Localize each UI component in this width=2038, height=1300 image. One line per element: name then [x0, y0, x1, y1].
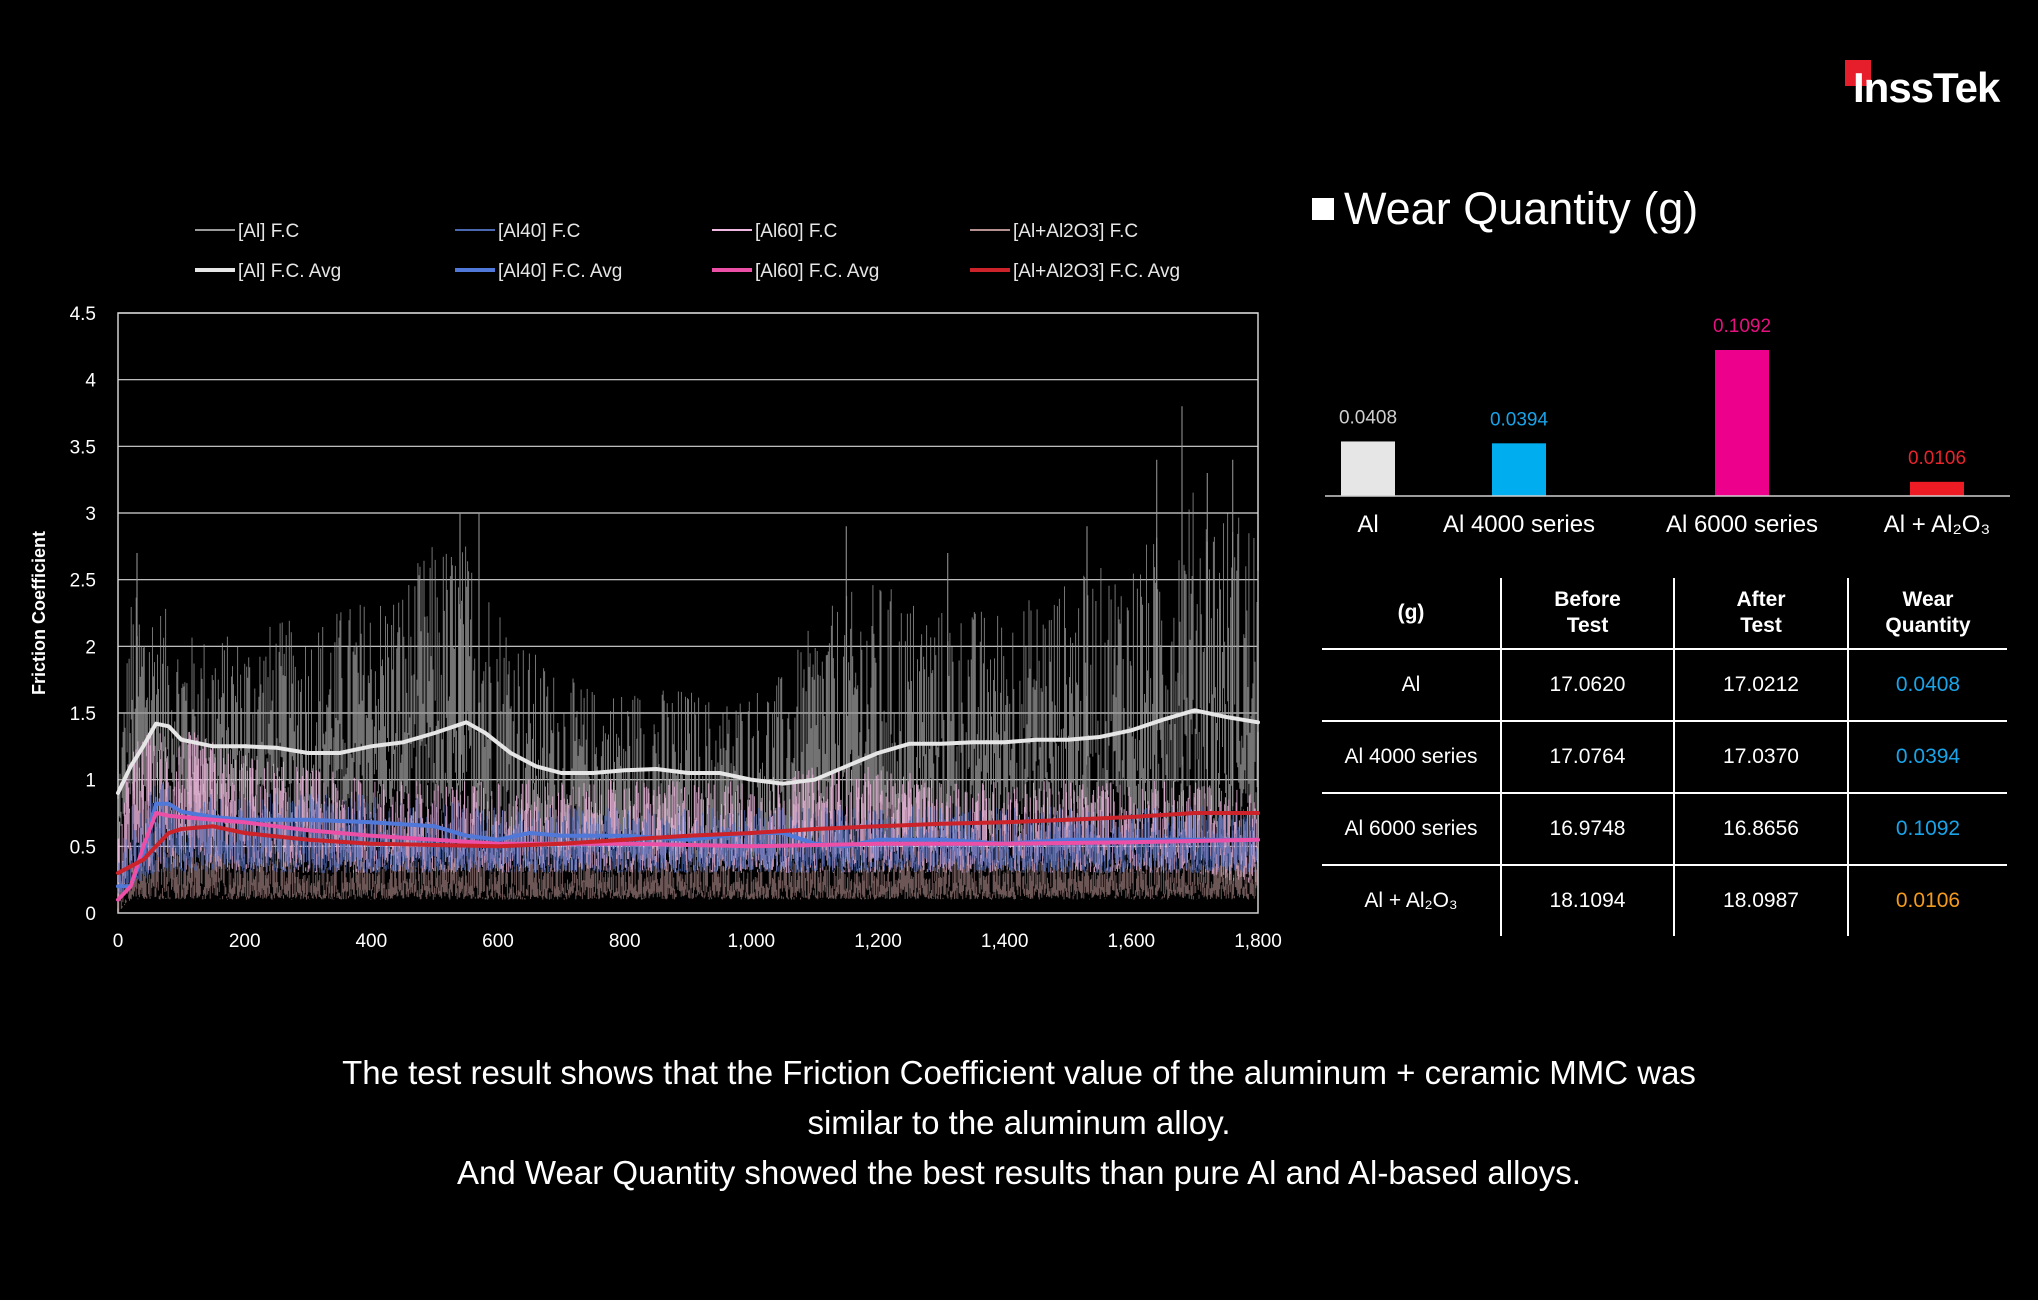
header-before-test: Before Test [1554, 588, 1621, 637]
y-tick-label: 0 [85, 904, 96, 925]
x-tick-label: 1,800 [1234, 931, 1282, 952]
legend-label: [Al] F.C [238, 221, 299, 242]
legend-label: [Al40] F.C. Avg [498, 261, 622, 282]
table-header-cell: After Test [1673, 578, 1849, 650]
y-tick-label: 2.5 [70, 571, 96, 592]
wear-quantity-title-text: Wear Quantity (g) [1344, 183, 1699, 234]
avg-line-5 [116, 801, 1260, 889]
row-label: Al [1322, 648, 1502, 722]
after-test-value: 16.8656 [1673, 792, 1849, 866]
table-header-cell: (g) [1322, 578, 1502, 650]
header-g: (g) [1397, 601, 1425, 624]
x-tick-label: 1,400 [981, 931, 1029, 952]
after-test-value: 17.0212 [1673, 648, 1849, 722]
friction-coefficient-chart: 0 0.5 1 1.5 2 2.5 3 3.5 4 4.5 0 200 400 600 800 1,000 1,… [29, 221, 1282, 952]
y-tick-label: 0.5 [70, 837, 96, 858]
wear-quantity-value: 0.0106 [1847, 864, 2007, 936]
table-header-cell: Wear Quantity [1847, 578, 2007, 650]
wear-value-label: 0.0106 [1908, 448, 1966, 469]
legend-label: [Al] F.C. Avg [238, 261, 341, 282]
legend-label: [Al+Al2O3] F.C [1013, 221, 1138, 242]
wear-bar [1341, 441, 1395, 496]
wear-quantity-title: Wear Quantity (g) [1312, 183, 1699, 234]
wear-value-label: 0.1092 [1713, 316, 1771, 337]
y-axis-label: Friction Coefficient [29, 531, 49, 695]
raw-series-group [117, 406, 1259, 912]
y-tick-label: 3.5 [70, 437, 96, 458]
x-tick-label: 1,000 [728, 931, 776, 952]
wear-category-label: Al 6000 series [1666, 511, 1818, 538]
before-test-value: 16.9748 [1500, 792, 1675, 866]
logo-red-square [1845, 60, 1871, 86]
y-tick-label: 1.5 [70, 704, 96, 725]
wear-quantity-bar-chart: 0.0408 Al 0.0394 Al 4000 series 0.1092 Al 600… [1325, 316, 2010, 538]
avg-line-7 [116, 811, 1260, 875]
x-tick-label: 0 [113, 931, 124, 952]
table-row: Al 6000 series 16.9748 16.8656 0.1092 [1322, 792, 2007, 866]
table-header-cell: Before Test [1500, 578, 1675, 650]
y-tick-label: 4.5 [70, 304, 96, 325]
conclusion-line: similar to the aluminum alloy. [807, 1104, 1231, 1141]
y-tick-label: 3 [85, 504, 96, 525]
wear-bar [1715, 350, 1769, 496]
wear-category-label: Al + Al₂O₃ [1884, 511, 1990, 538]
conclusion-line: The test result shows that the Friction … [342, 1054, 1696, 1091]
row-label: Al 4000 series [1322, 720, 1502, 794]
wear-quantity-value: 0.1092 [1847, 792, 2007, 866]
wear-quantity-value: 0.0394 [1847, 720, 2007, 794]
x-tick-label: 400 [355, 931, 387, 952]
conclusion-text: The test result shows that the Friction … [0, 1048, 2038, 1198]
legend-label: [Al40] F.C [498, 221, 580, 242]
y-tick-label: 1 [85, 771, 96, 792]
y-tick-label: 2 [85, 637, 96, 658]
raw-spikes-al [136, 406, 1234, 807]
header-wear-quantity: Wear Quantity [1885, 588, 1971, 637]
logo-text: InssTek [1853, 64, 2000, 111]
after-test-value: 18.0987 [1673, 864, 1849, 936]
table-header-row: (g) Before Test After Test Wear Quantity [1322, 578, 2007, 650]
title-bullet-icon [1312, 198, 1334, 220]
x-tick-label: 1,200 [854, 931, 902, 952]
after-test-value: 17.0370 [1673, 720, 1849, 794]
x-tick-label: 600 [482, 931, 514, 952]
table-row: Al 17.0620 17.0212 0.0408 [1322, 648, 2007, 722]
before-test-value: 18.1094 [1500, 864, 1675, 936]
before-test-value: 17.0764 [1500, 720, 1675, 794]
x-tick-label: 200 [229, 931, 261, 952]
avg-line-6 [116, 811, 1260, 902]
wear-value-label: 0.0408 [1339, 407, 1397, 428]
legend-label: [Al60] F.C. Avg [755, 261, 879, 282]
wear-value-label: 0.0394 [1490, 409, 1549, 430]
wear-category-label: Al 4000 series [1443, 511, 1595, 538]
wear-bar [1910, 481, 1964, 496]
avg-line-4 [116, 708, 1260, 795]
table-row: Al 4000 series 17.0764 17.0370 0.0394 [1322, 720, 2007, 794]
row-label: Al + Al₂O₃ [1322, 864, 1502, 936]
x-tick-label: 800 [609, 931, 641, 952]
wear-quantity-table: (g) Before Test After Test Wear Quantity Al… [1322, 578, 2007, 936]
table-row: Al + Al₂O₃ 18.1094 18.0987 0.0106 [1322, 864, 2007, 936]
wear-category-label: Al [1357, 511, 1378, 538]
insstek-logo: InssTek [1845, 60, 2015, 110]
wear-quantity-value: 0.0408 [1847, 648, 2007, 722]
wear-bar [1492, 443, 1546, 496]
legend-label: [Al60] F.C [755, 221, 837, 242]
header-after-test: After Test [1736, 588, 1786, 637]
y-tick-label: 4 [85, 371, 96, 392]
before-test-value: 17.0620 [1500, 648, 1675, 722]
legend-label: [Al+Al2O3] F.C. Avg [1013, 261, 1180, 282]
row-label: Al 6000 series [1322, 792, 1502, 866]
conclusion-line: And Wear Quantity showed the best result… [457, 1154, 1581, 1191]
x-tick-label: 1,600 [1108, 931, 1156, 952]
